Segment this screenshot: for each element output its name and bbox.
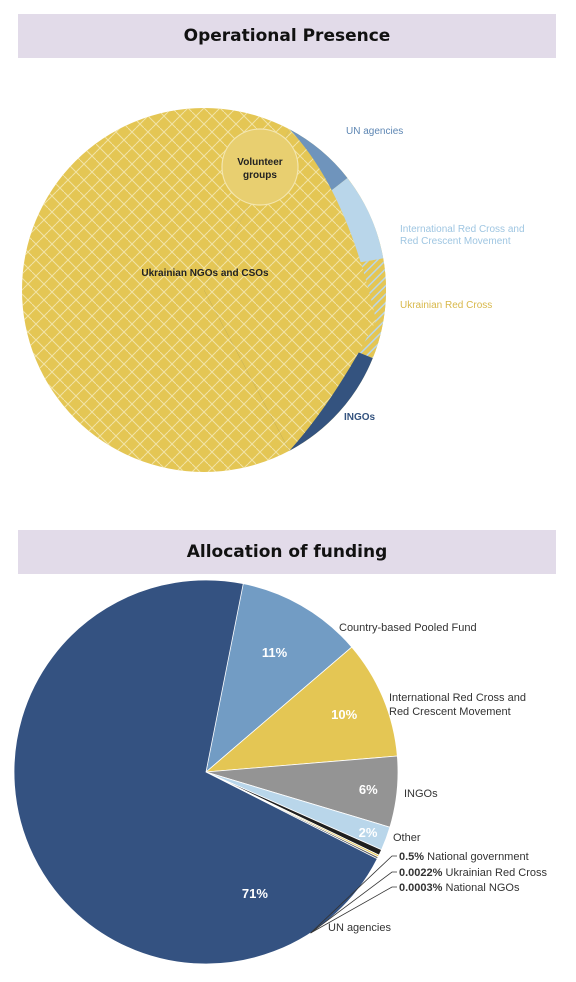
slice-volunteer-groups: [221, 128, 299, 206]
label-ukrainian-red-cross: 0.0022% Ukrainian Red Cross: [399, 867, 547, 879]
label-ingos: INGOs: [404, 788, 438, 800]
label-country-based-pooled-fund: Country-based Pooled Fund: [339, 622, 477, 634]
label-ingos: INGOs: [344, 412, 376, 423]
slice-country-based-pooled-fund: [205, 582, 353, 774]
pct-country-based-pooled-fund: 11%: [262, 645, 288, 660]
label-national-government: 0.5% National government: [399, 851, 529, 863]
leader-national-ngos: [310, 886, 397, 934]
slice-ukrainian-ngos-texture: [204, 129, 377, 451]
label-ukrainian-red-cross: Ukrainian Red Cross: [400, 300, 492, 311]
label-un-agencies: UN agencies: [328, 922, 391, 934]
leader-national-government: [310, 855, 397, 934]
pct-international-red-cross-and-red-crescent-movement: 10%: [331, 707, 357, 722]
pct-other: 2%: [359, 825, 378, 840]
leader-ukrainian-red-cross: [310, 871, 397, 934]
pct-un-agencies: 71%: [242, 886, 268, 901]
operational-presence-header: Operational Presence: [18, 14, 556, 58]
allocation-of-funding-title: Allocation of funding: [186, 542, 388, 562]
label-ukrainian-ngos-and-csos: Ukrainian NGOs and CSOs: [141, 268, 269, 279]
label-un-agencies: UN agencies: [346, 126, 403, 137]
label-national-ngos: 0.0003% National NGOs: [399, 882, 520, 894]
slice-un-agencies: [13, 579, 378, 965]
operational-presence-title: Operational Presence: [183, 26, 391, 46]
pct-ingos: 6%: [359, 782, 378, 797]
label-international-red-cross: International Red Cross and Red Crescent …: [400, 224, 525, 247]
label-volunteer-groups: Volunteer groups: [237, 157, 282, 181]
label-international-red-cross-and-red-crescent-movement: International Red Cross and Red Crescent …: [389, 692, 526, 718]
allocation-of-funding-chart: 11% 10% 6% 2% 71% Country-based Pooled Fund In…: [13, 579, 547, 965]
allocation-of-funding-header: Allocation of funding: [18, 530, 556, 574]
operational-presence-chart: Volunteer groups Ukrainian NGOs and CSOs UN…: [22, 108, 525, 472]
label-other: Other: [393, 832, 421, 844]
slice-international-red-cross-and-red-crescent-movement: [204, 646, 398, 773]
